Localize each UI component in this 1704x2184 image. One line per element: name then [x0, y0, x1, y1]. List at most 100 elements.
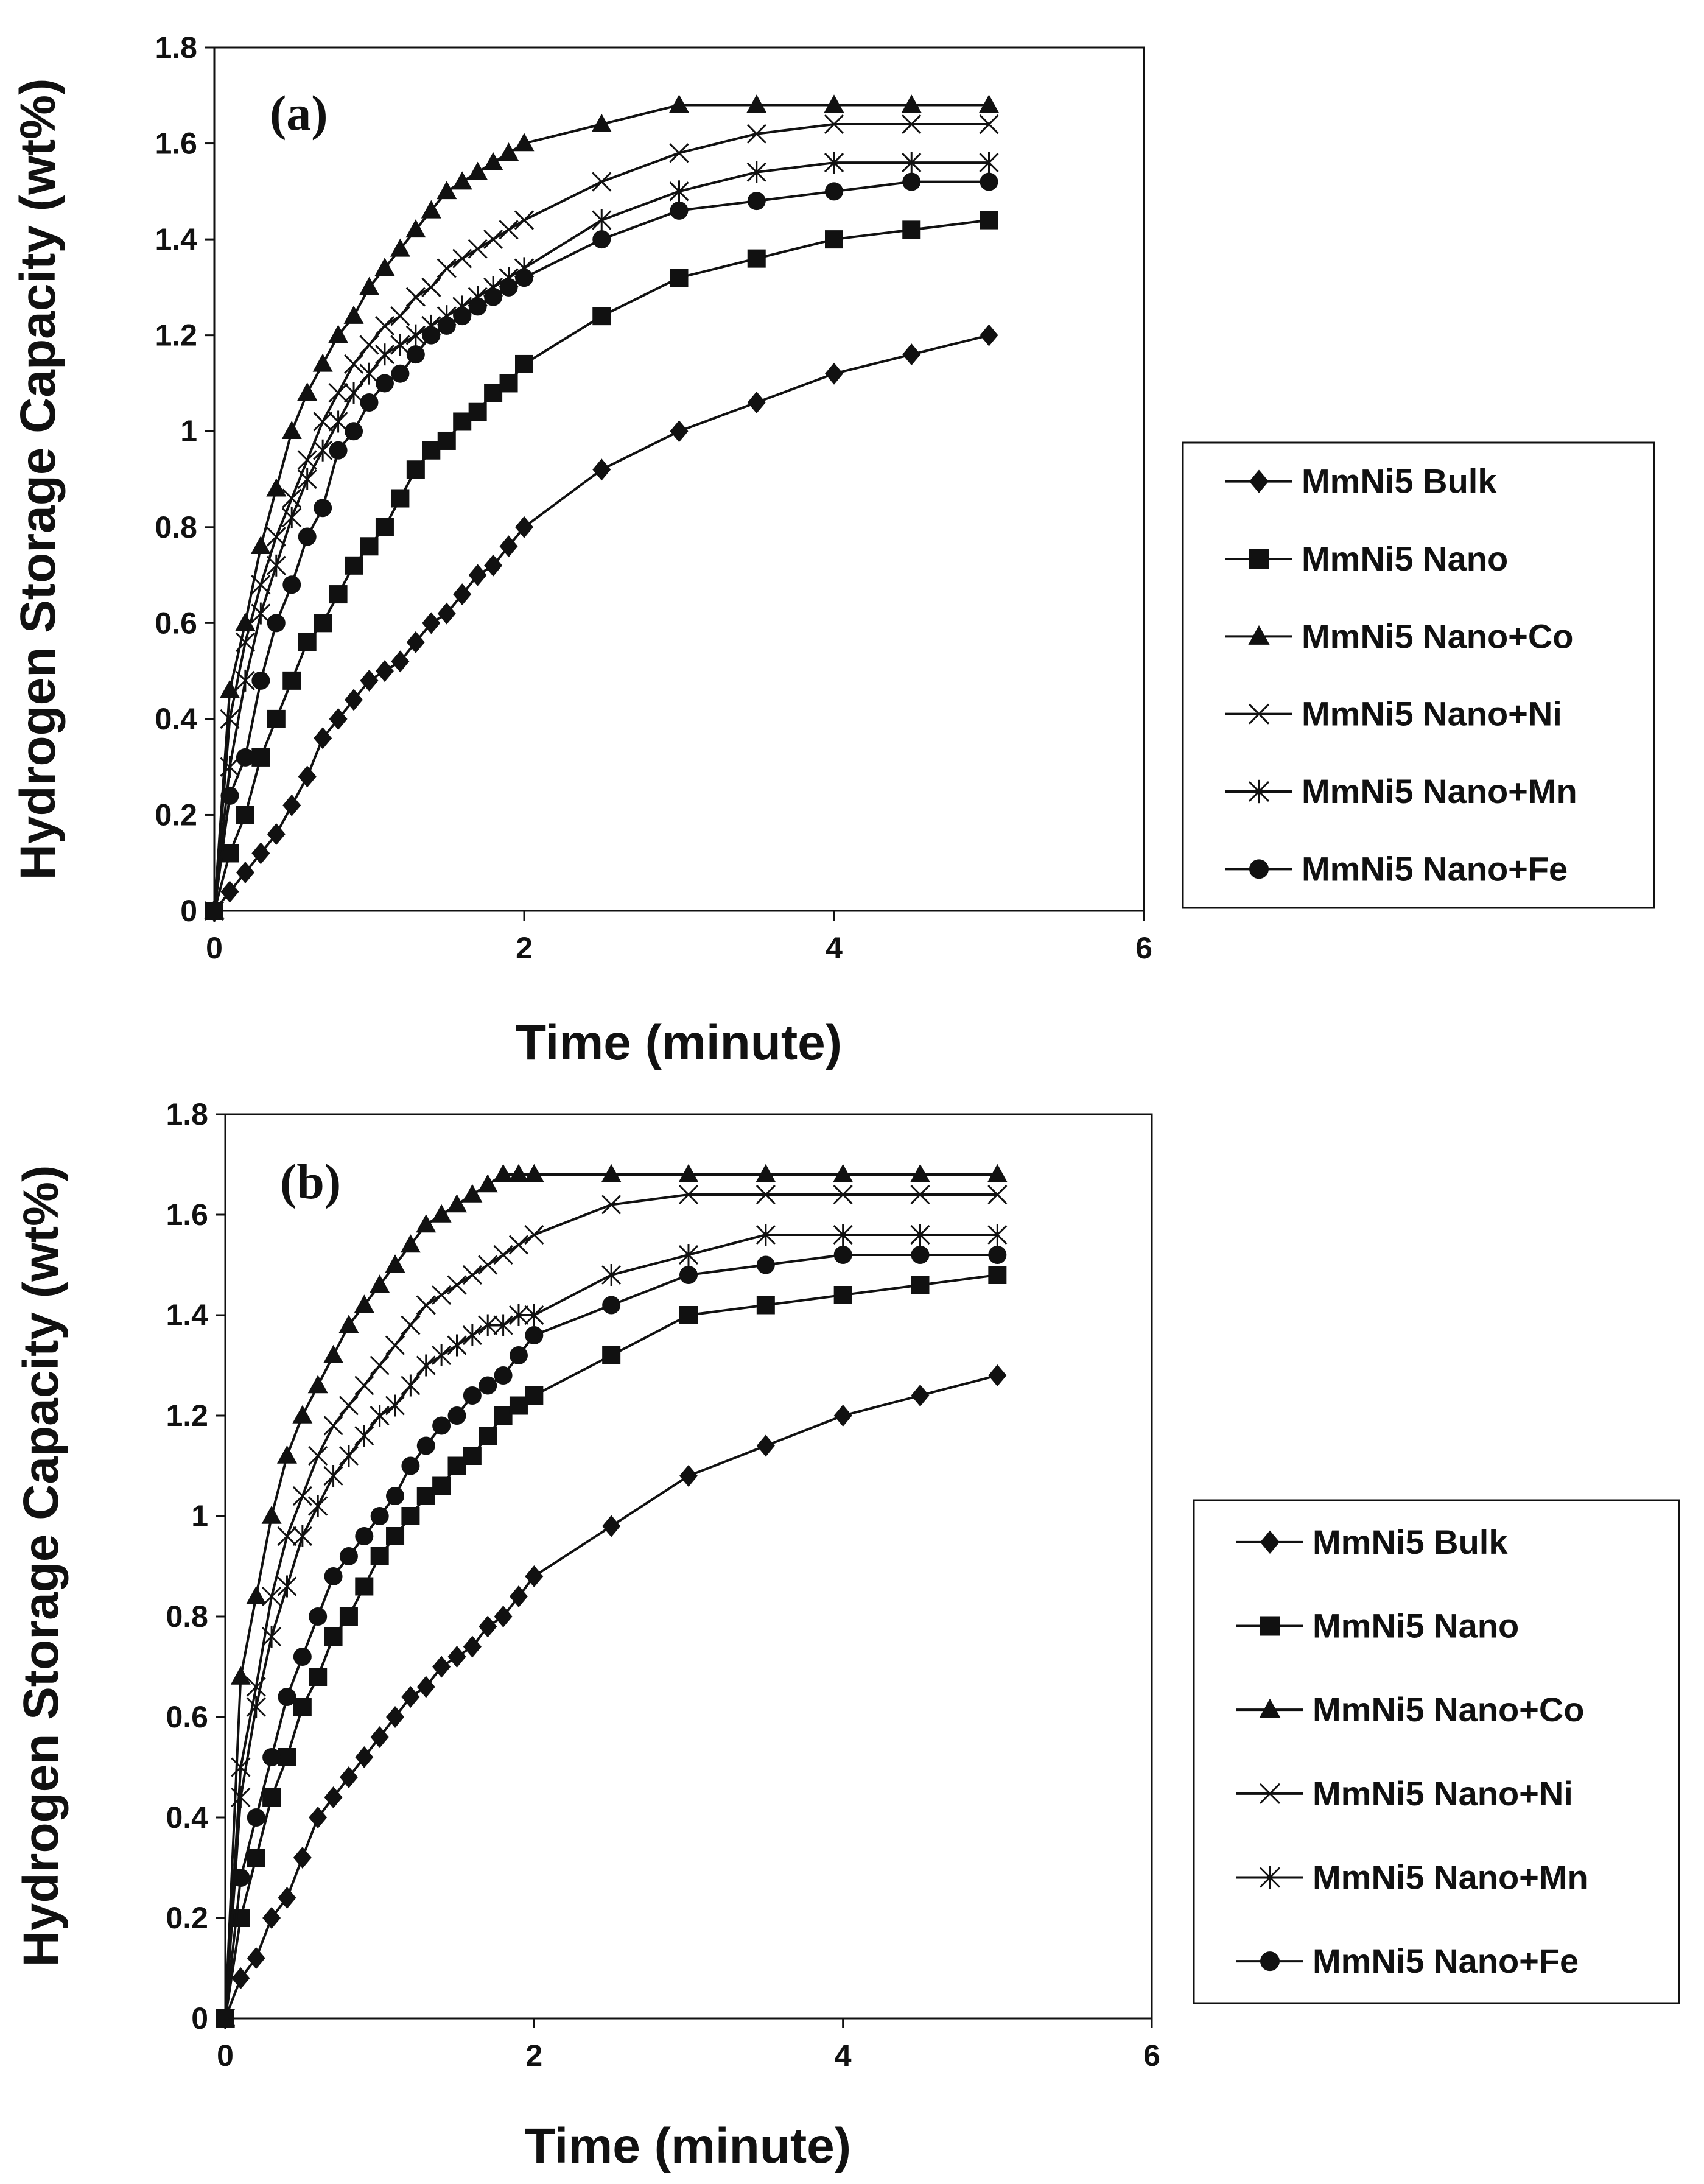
data-point-diamond: [494, 1606, 513, 1627]
data-point-square: [747, 249, 766, 268]
data-point-diamond: [670, 420, 689, 443]
data-point-square: [509, 1396, 528, 1415]
data-point-triangle: [292, 1405, 313, 1424]
data-point-circle: [515, 269, 533, 287]
data-point-circle: [339, 1547, 358, 1565]
data-point-triangle: [483, 152, 503, 170]
data-point-triangle: [354, 1294, 374, 1313]
data-point-circle: [251, 671, 270, 690]
data-point-diamond: [262, 1907, 281, 1929]
legend-marker-square: [1260, 1616, 1280, 1636]
data-point-x: [669, 143, 689, 163]
data-point-x: [401, 1315, 421, 1335]
data-point-square: [679, 1306, 698, 1324]
data-point-circle: [370, 1507, 389, 1525]
data-point-asterisk: [979, 152, 999, 174]
data-point-x: [235, 632, 255, 652]
y-tick-label: 0.6: [155, 606, 197, 640]
data-point-asterisk: [292, 1525, 312, 1547]
data-point-x-stroke: [390, 306, 410, 326]
data-point-triangle: [359, 276, 379, 295]
data-point-triangle: [499, 142, 519, 161]
data-point-circle: [329, 441, 348, 460]
data-point-x-stroke: [235, 632, 255, 652]
data-point-x: [323, 1416, 343, 1436]
data-point-asterisk: [678, 1244, 699, 1266]
data-point-asterisk: [493, 1314, 513, 1336]
plot-frame: [224, 1113, 1153, 2020]
data-point-diamond: [980, 324, 998, 346]
data-point-x-stroke: [282, 488, 302, 508]
data-point-circle: [220, 786, 239, 805]
data-point-asterisk: [390, 334, 410, 356]
data-point-square: [370, 1547, 389, 1565]
data-point-x: [374, 315, 395, 335]
data-point-square: [282, 671, 301, 690]
data-point-diamond: [825, 362, 843, 385]
data-point-triangle: [824, 94, 844, 113]
data-point-square: [293, 1698, 312, 1716]
data-point-triangle: [390, 238, 410, 257]
data-point-circle: [453, 307, 472, 326]
data-point-asterisk: [370, 1405, 390, 1427]
data-point-triangle: [669, 94, 689, 113]
data-point-x-stroke: [432, 1285, 452, 1305]
data-point-triangle: [979, 94, 999, 113]
data-point-asterisk: [297, 468, 317, 490]
data-point-triangle: [281, 420, 302, 439]
data-point-circle: [825, 182, 843, 201]
data-point-circle: [267, 614, 286, 633]
data-point-diamond: [278, 1887, 296, 1909]
data-point-x-stroke: [524, 1224, 544, 1245]
data-point-triangle: [746, 94, 767, 113]
data-point-diamond: [911, 1385, 930, 1406]
data-point-diamond: [902, 343, 921, 366]
legend-label: MmNi5 Nano+Fe: [1302, 849, 1568, 888]
data-point-circle: [205, 902, 223, 920]
data-point-square: [262, 1788, 281, 1807]
data-point-square: [980, 211, 998, 230]
legend-marker-circle: [1260, 1951, 1280, 1972]
data-point-circle: [980, 172, 998, 191]
data-point-asterisk: [416, 1354, 436, 1377]
data-point-x: [592, 172, 612, 192]
data-point-asterisk: [478, 1314, 498, 1336]
legend-marker-square: [1249, 549, 1269, 569]
y-tick-label: 1.2: [155, 318, 197, 353]
legend-item: MmNi5 Bulk: [1225, 462, 1497, 500]
data-point-x-stroke: [328, 383, 348, 403]
data-point-diamond: [391, 650, 410, 673]
data-point-diamond: [309, 1807, 328, 1828]
data-point-asterisk: [235, 669, 255, 692]
data-point-triangle: [246, 1585, 267, 1604]
data-point-diamond: [437, 602, 456, 625]
series-x: [204, 114, 999, 921]
data-point-circle: [422, 326, 441, 345]
data-point-triangle: [297, 382, 318, 401]
data-point-asterisk: [251, 602, 271, 625]
data-point-circle: [298, 527, 317, 546]
data-point-x: [493, 1245, 513, 1265]
data-point-x-stroke: [987, 1184, 1008, 1205]
panel-label: (b): [280, 1154, 341, 1209]
data-point-asterisk: [374, 343, 395, 366]
plot-frame: [213, 46, 1145, 912]
data-point-diamond: [463, 1635, 482, 1658]
data-point-x-stroke: [462, 1265, 482, 1285]
legend-label: MmNi5 Nano+Ni: [1313, 1774, 1573, 1813]
data-point-x-stroke: [756, 1184, 776, 1205]
data-point-triangle: [416, 1214, 437, 1233]
data-point-x: [468, 239, 488, 259]
data-point-square: [756, 1296, 775, 1315]
data-point-square: [499, 374, 518, 393]
data-point-x: [601, 1195, 622, 1215]
data-point-x: [328, 383, 348, 403]
data-point-triangle: [374, 258, 395, 276]
data-point-square: [355, 1577, 374, 1596]
data-point-circle: [282, 575, 301, 594]
data-point-x-stroke: [401, 1315, 421, 1335]
data-point-triangle: [514, 133, 535, 152]
y-axis-title: Hydrogen Storage Capacity (wt%): [10, 79, 66, 880]
data-point-circle: [499, 278, 518, 297]
data-point-x: [833, 1184, 853, 1205]
